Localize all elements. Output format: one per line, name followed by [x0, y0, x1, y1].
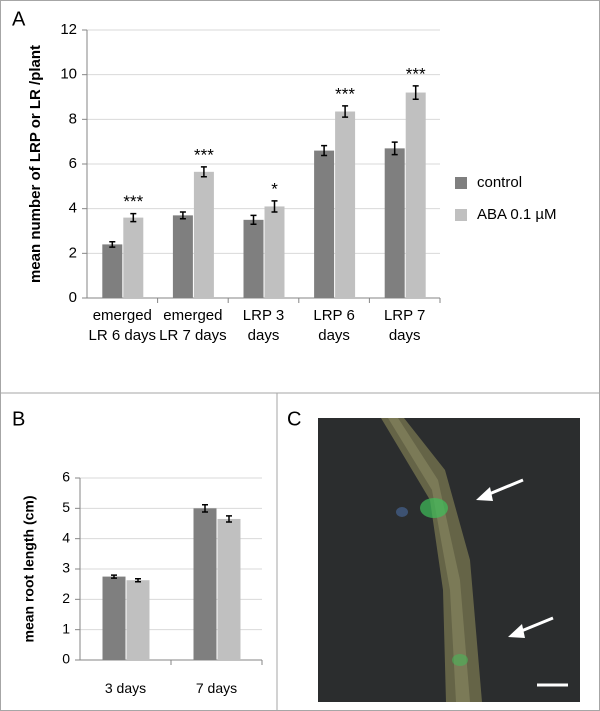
y-tick-label: 0	[62, 651, 70, 667]
error-bar	[200, 166, 207, 178]
significance: ***	[194, 145, 214, 164]
error-bar	[391, 141, 398, 156]
y-tick-label: 1	[62, 620, 70, 636]
bar	[264, 206, 285, 298]
bar	[384, 148, 405, 298]
error-bar	[271, 200, 278, 213]
error-bar	[202, 503, 208, 513]
panel-label: C	[287, 408, 301, 430]
y-tick-label: 4	[69, 200, 77, 217]
legend-swatch	[455, 177, 467, 189]
x-tick-label: emerged LR 7 days	[159, 307, 227, 344]
panel-label: A	[12, 8, 26, 30]
y-tick-label: 0	[69, 289, 77, 306]
y-tick-label: 6	[69, 155, 77, 172]
y-tick-label: 10	[60, 66, 77, 83]
x-tick-label: LRP 7 days	[383, 307, 426, 344]
error-bar	[412, 85, 419, 100]
x-tick-label: 7 days	[195, 680, 238, 696]
legend-label: ABA 0.1 µM	[477, 206, 557, 223]
bar	[172, 215, 193, 298]
y-axis-label: mean number of LRP or LR /plant	[27, 45, 44, 283]
legend-swatch	[455, 209, 467, 221]
bar	[102, 576, 126, 660]
legend-label: control	[477, 174, 522, 191]
bar	[243, 219, 264, 298]
error-bar	[342, 105, 349, 118]
bar	[102, 244, 123, 298]
significance: ***	[335, 84, 355, 103]
bar	[217, 518, 241, 660]
x-tick-label: emerged LR 6 days	[88, 307, 157, 344]
error-bar	[135, 577, 141, 583]
error-bar	[321, 144, 328, 157]
error-bar	[130, 212, 137, 223]
bar	[126, 580, 150, 660]
y-tick-label: 2	[69, 244, 77, 261]
x-tick-label: LRP 3 days	[242, 307, 285, 344]
bar	[193, 508, 217, 660]
significance: ***	[406, 64, 426, 83]
x-tick-label: 3 days	[104, 680, 147, 696]
error-bar	[109, 240, 116, 248]
bar	[123, 217, 144, 298]
significance: ***	[123, 192, 143, 211]
bar	[193, 171, 214, 298]
y-axis-label: mean root length (cm)	[21, 495, 37, 642]
y-tick-label: 2	[62, 590, 70, 606]
bar	[314, 150, 335, 298]
error-bar	[111, 574, 117, 579]
error-bar	[250, 214, 257, 226]
micrograph	[318, 418, 580, 702]
y-tick-label: 5	[62, 499, 70, 515]
y-tick-label: 3	[62, 560, 70, 576]
error-bar	[179, 211, 186, 220]
panel-label: B	[12, 408, 25, 430]
significance: *	[271, 179, 278, 198]
y-tick-label: 12	[60, 21, 77, 38]
x-tick-label: LRP 6 days	[313, 307, 355, 344]
y-tick-label: 8	[69, 110, 77, 127]
error-bar	[226, 515, 232, 523]
bar	[335, 111, 356, 299]
y-tick-label: 6	[62, 469, 70, 485]
y-tick-label: 4	[62, 529, 70, 545]
bar	[405, 92, 426, 299]
